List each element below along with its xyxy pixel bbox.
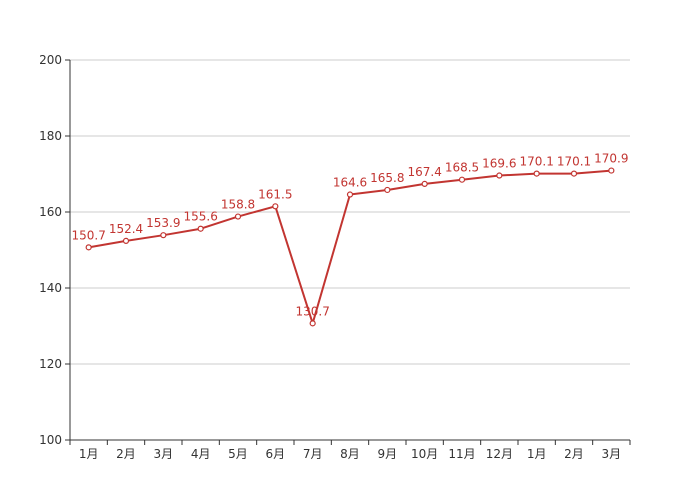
y-tick-label: 140 xyxy=(39,281,62,295)
data-point[interactable] xyxy=(160,232,167,239)
data-label: 167.4 xyxy=(407,165,441,179)
x-tick-label: 3月 xyxy=(154,447,174,461)
x-tick-label: 7月 xyxy=(303,447,323,461)
x-tick-label: 5月 xyxy=(228,447,248,461)
data-label: 165.8 xyxy=(370,171,404,185)
x-tick-label: 12月 xyxy=(486,447,513,461)
data-point[interactable] xyxy=(570,170,578,177)
data-label: 170.9 xyxy=(594,152,628,166)
data-label: 164.6 xyxy=(333,176,367,190)
data-label: 150.7 xyxy=(71,228,105,242)
data-point[interactable] xyxy=(85,244,92,251)
y-tick-label: 180 xyxy=(39,129,62,143)
data-point[interactable] xyxy=(272,203,279,210)
data-point[interactable] xyxy=(496,172,503,179)
data-label: 152.4 xyxy=(109,222,143,236)
data-label: 130.7 xyxy=(295,304,329,318)
y-tick-label: 200 xyxy=(39,53,62,67)
data-point[interactable] xyxy=(346,191,354,198)
x-tick-label: 2月 xyxy=(564,447,584,461)
y-tick-label: 100 xyxy=(39,433,62,447)
x-tick-label: 9月 xyxy=(378,447,398,461)
data-point[interactable] xyxy=(234,213,242,220)
x-tick-label: 3月 xyxy=(602,447,622,461)
y-tick-label: 160 xyxy=(39,205,62,219)
x-tick-label: 1月 xyxy=(79,447,99,461)
data-label: 168.5 xyxy=(445,161,479,175)
data-point[interactable] xyxy=(421,180,428,187)
data-point[interactable] xyxy=(608,167,615,174)
x-tick-label: 11月 xyxy=(448,447,475,461)
data-label: 170.1 xyxy=(519,155,553,169)
data-label: 169.6 xyxy=(482,157,516,171)
x-tick-label: 1月 xyxy=(527,447,547,461)
data-point[interactable] xyxy=(197,225,204,232)
data-label: 155.6 xyxy=(183,210,217,224)
x-tick-label: 10月 xyxy=(411,447,438,461)
data-label: 161.5 xyxy=(258,187,292,201)
data-label: 158.8 xyxy=(221,198,255,212)
data-point[interactable] xyxy=(122,237,130,244)
data-point[interactable] xyxy=(533,170,540,177)
data-point[interactable] xyxy=(384,186,391,194)
data-point[interactable] xyxy=(309,320,316,327)
x-tick-label: 2月 xyxy=(116,447,136,461)
data-point[interactable] xyxy=(458,176,466,183)
data-label: 170.1 xyxy=(557,155,591,169)
x-tick-label: 8月 xyxy=(340,447,360,461)
data-label: 153.9 xyxy=(146,216,180,230)
x-tick-label: 4月 xyxy=(191,447,211,461)
x-tick-label: 6月 xyxy=(266,447,286,461)
y-tick-label: 120 xyxy=(39,357,62,371)
